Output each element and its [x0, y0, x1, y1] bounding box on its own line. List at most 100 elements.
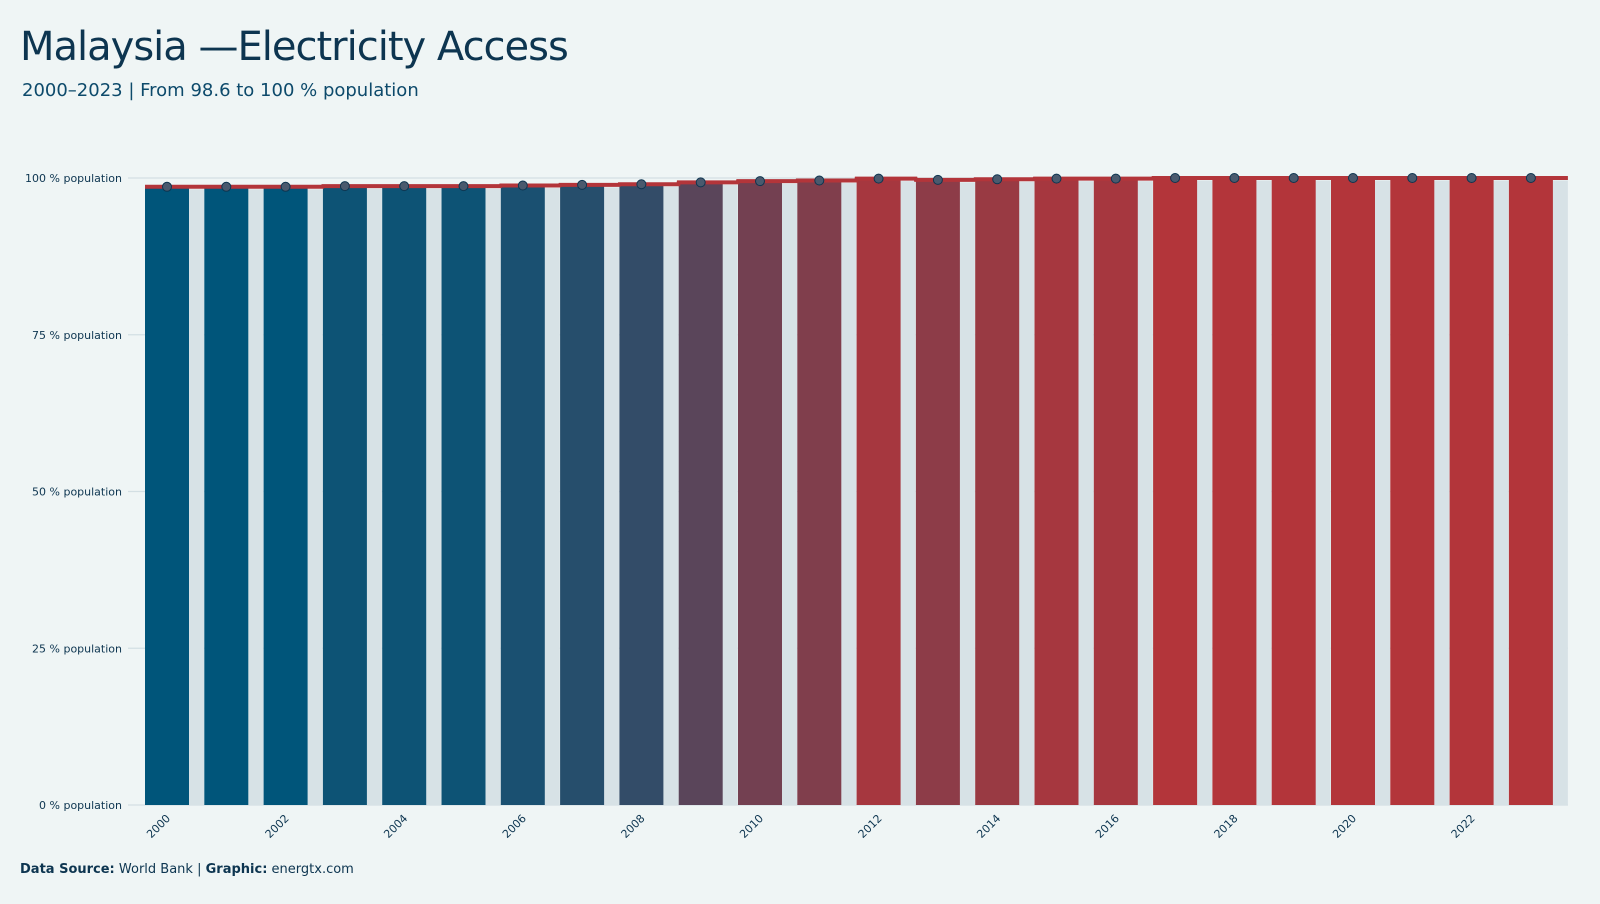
source-label: Data Source:: [20, 862, 115, 877]
bar: [1153, 178, 1198, 805]
data-point: [932, 174, 943, 185]
data-point: [577, 179, 588, 190]
bar: [1271, 178, 1316, 805]
shadow-bar: [840, 183, 857, 806]
x-tick-label: 2018: [1212, 812, 1241, 841]
trend-line-layer: [145, 176, 1568, 189]
shadow-bar: [1196, 180, 1213, 805]
chart-title: Malaysia —Electricity Access: [20, 24, 569, 70]
data-point: [636, 179, 647, 190]
shadow-bar: [1077, 181, 1094, 805]
data-point: [873, 173, 884, 184]
graphic-value: energtx.com: [271, 862, 354, 877]
x-tick-label: 2008: [619, 812, 648, 841]
x-tick-label: 2016: [1093, 812, 1122, 841]
bar: [382, 186, 427, 805]
data-point: [1407, 173, 1418, 183]
shadow-bar: [1314, 180, 1331, 805]
bar: [1093, 178, 1138, 805]
bar: [1449, 178, 1494, 805]
data-point: [1466, 173, 1477, 183]
footer-credits: Data Source: World Bank | Graphic: energ…: [20, 862, 354, 877]
data-point: [339, 181, 350, 192]
data-point: [458, 181, 469, 192]
y-tick-label: 0 % population: [39, 799, 122, 812]
shadow-bar: [1255, 180, 1272, 805]
data-point: [162, 181, 172, 192]
y-tick-label: 100 % population: [25, 172, 122, 185]
y-tick-label: 75 % population: [32, 329, 122, 342]
x-tick-label: 2012: [856, 812, 885, 841]
shadow-bar: [247, 189, 264, 805]
shadow-bar: [1374, 180, 1390, 805]
x-tick-label: 2010: [737, 812, 766, 841]
shadow-bar: [484, 188, 501, 805]
bar: [975, 179, 1020, 805]
shadow-bar: [425, 188, 442, 805]
shadow-bar: [899, 181, 916, 805]
shadow-bar: [1551, 180, 1568, 805]
bar: [204, 186, 249, 805]
shadow-bar-layer: [188, 180, 1568, 806]
shadow-bar: [543, 188, 560, 806]
chart-subtitle: 2000–2023 | From 98.6 to 100 % populatio…: [22, 80, 419, 101]
shadow-bar: [365, 188, 382, 805]
bar: [1331, 178, 1375, 805]
bar: [1508, 178, 1553, 805]
bar-layer: [145, 178, 1553, 806]
x-tick-label: 2004: [381, 812, 410, 841]
data-point: [695, 177, 706, 188]
bar: [1034, 178, 1079, 805]
x-axis: 2000 2002 2004 2006 2008 2010 2012 2014 2016 2018…: [144, 812, 1478, 841]
data-point: [1051, 173, 1062, 184]
bar: [678, 182, 723, 805]
shadow-bar: [1136, 181, 1153, 805]
bar: [738, 181, 782, 805]
shadow-bar: [721, 184, 738, 806]
graphic-label: Graphic:: [205, 862, 268, 877]
data-point: [755, 176, 765, 187]
bar: [500, 185, 545, 806]
data-point: [1110, 173, 1121, 184]
data-point: [1288, 173, 1299, 183]
x-tick-label: 2000: [144, 812, 173, 841]
bar: [1390, 178, 1435, 805]
bar: [322, 186, 367, 805]
x-tick-label: 2014: [974, 812, 1003, 841]
data-point: [1525, 173, 1536, 183]
source-value: World Bank: [118, 862, 193, 877]
y-axis: 0 % population 25 % population 50 % popula…: [25, 172, 122, 812]
x-tick-label: 2006: [500, 812, 529, 841]
data-point: [221, 181, 232, 192]
bar: [560, 184, 605, 806]
bar: [797, 180, 842, 805]
data-point: [992, 174, 1003, 185]
point-layer: [162, 173, 1536, 192]
data-point: [399, 181, 410, 192]
shadow-bar: [1433, 180, 1450, 805]
bar: [856, 178, 901, 805]
shadow-bar: [781, 183, 797, 805]
x-tick-label: 2020: [1330, 812, 1359, 841]
x-tick-label: 2002: [263, 812, 292, 841]
x-tick-label: 2022: [1449, 812, 1478, 841]
footer-separator: |: [197, 862, 202, 877]
shadow-bar: [603, 187, 620, 805]
bar: [915, 179, 960, 806]
shadow-bar: [306, 189, 323, 805]
bar: [1212, 178, 1257, 805]
y-tick-label: 25 % population: [32, 642, 122, 655]
trend-line: [145, 176, 1568, 189]
data-point: [517, 180, 528, 191]
data-point: [280, 181, 291, 192]
bar: [441, 186, 486, 805]
data-point: [1229, 173, 1240, 183]
shadow-bar: [1018, 181, 1035, 806]
bar: [145, 186, 189, 805]
bar: [263, 186, 308, 805]
shadow-bar: [1492, 180, 1509, 805]
shadow-bar: [188, 189, 204, 805]
data-point: [814, 175, 825, 186]
